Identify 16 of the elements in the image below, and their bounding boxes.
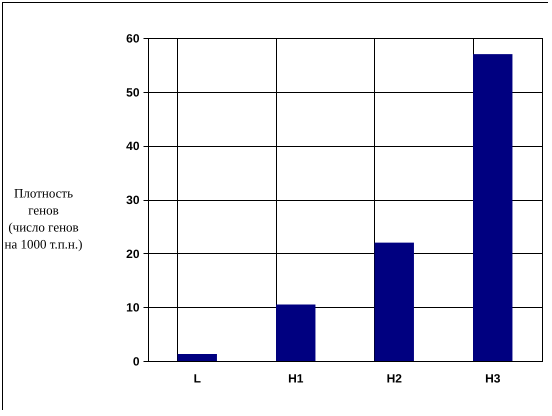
y-tick-label: 60 [126, 32, 140, 46]
y-tick-label: 40 [126, 139, 140, 154]
y-tick-label: 10 [126, 300, 140, 315]
x-tick-label: H3 [485, 372, 501, 386]
y-axis-title: Плотность генов (число генов на 1000 т.п.н.) [4, 186, 82, 252]
bar [178, 354, 217, 361]
y-tick-label: 20 [126, 246, 140, 261]
y-tick-label: 50 [126, 85, 140, 100]
y-tick-label: 30 [126, 193, 140, 207]
bar [276, 304, 316, 361]
bar [473, 54, 512, 361]
bar [374, 242, 414, 361]
y-tick-label: 0 [132, 354, 140, 368]
x-tick-label: L [194, 372, 201, 386]
x-tick-label: H1 [288, 372, 304, 386]
x-tick-label: H2 [386, 372, 402, 386]
